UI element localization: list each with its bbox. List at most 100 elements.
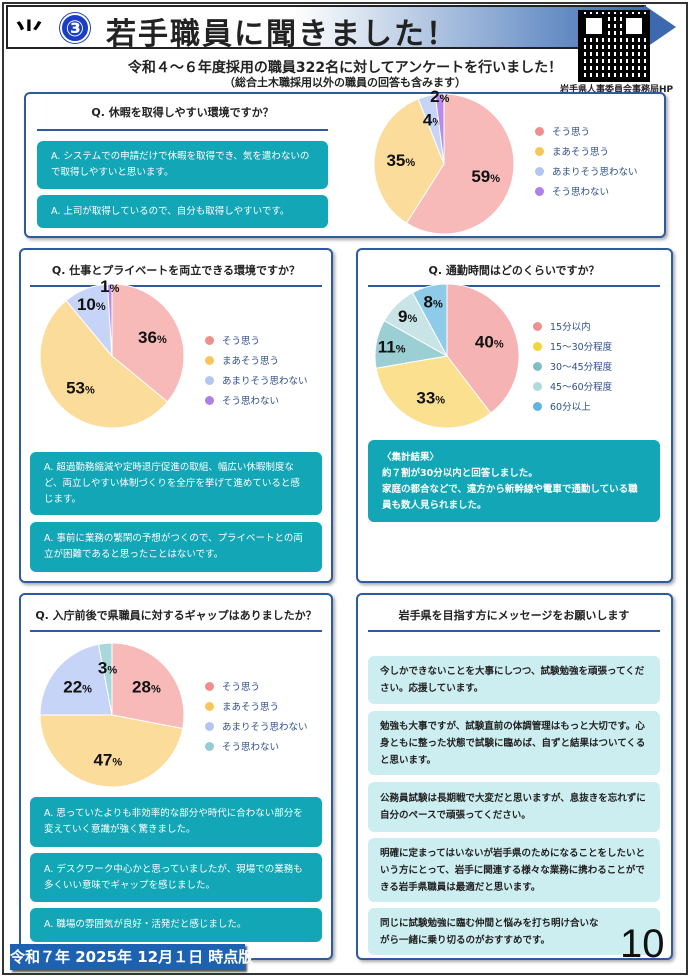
legend-item: あまりそう思わない — [205, 370, 308, 390]
legend-label: そう思う — [552, 127, 591, 138]
legend-label: あまりそう思わない — [222, 722, 308, 733]
pie-slice — [434, 93, 445, 165]
legend-swatch-icon — [533, 321, 542, 331]
question: Q. 入庁前後で県職員に対するギャップはありましたか？ — [35, 609, 317, 622]
legend-label: まあそう思う — [552, 147, 610, 158]
pie-slice — [405, 93, 515, 235]
divider — [37, 129, 328, 131]
answer: A. 思っていたよりも非効率的な部分や時代に合わない部分を変えていく意識が強く驚… — [30, 797, 322, 847]
legend-label: まあそう思う — [222, 702, 280, 713]
legend-label: あまりそう思わない — [222, 376, 308, 387]
answer: A. 事前に業務の繁閑の予想がつくので、プライベートとの両立が困難であると思った… — [30, 522, 322, 572]
divider — [30, 630, 322, 632]
legend-label: まあそう思う — [222, 356, 280, 367]
pie-slice — [39, 299, 169, 429]
legend-item: そう思わない — [205, 390, 308, 410]
version-date-badge: 令和７年 2025年 12月１日 時点版 — [10, 944, 253, 970]
answer: A. 超過勤務縮減や定時退庁促進の取組、幅広い休暇制度など、両立しやすい体制づく… — [30, 452, 322, 515]
legend-item: まあそう思う — [205, 696, 308, 716]
result-line: 約７割が30分以内と回答しました。 — [382, 468, 538, 479]
legend-item: あまりそう思わない — [205, 716, 308, 736]
legend-label: そう思わない — [222, 396, 280, 407]
pie-slice — [97, 642, 113, 716]
page-title: 若手職員に聞きました！ — [106, 17, 458, 52]
pie-slice — [106, 283, 113, 357]
pie-chart-work-life: 36%53%10%1% — [39, 277, 185, 429]
legend-swatch-icon — [533, 381, 542, 391]
result-box: 〈集計結果〉 約７割が30分以内と回答しました。 家庭の都合などで、遠方から新幹… — [368, 440, 660, 522]
legend-item: そう思う — [205, 330, 308, 350]
qr-code-icon[interactable] — [578, 10, 650, 82]
legend-item: 60分以上 — [533, 396, 612, 416]
legend-label: 30～45分程度 — [550, 362, 613, 373]
legend-item: 45～60分程度 — [533, 376, 612, 396]
legend-item: そう思う — [205, 676, 308, 696]
answer: A. デスクワーク中心かと思っていましたが、現場での業務も多くいい意味でギャップ… — [30, 853, 322, 902]
question: Q. 休暇を取得しやすい環境ですか？ — [91, 106, 274, 119]
message: 勉強も大事ですが、試験直前の体調管理はもっと大切です。心身ともに整った状態で試験… — [368, 711, 660, 775]
legend-label: 15分以内 — [550, 322, 591, 333]
legend: そう思うまあそう思うあまりそう思わない そう思わない — [205, 330, 308, 410]
pie-slice — [373, 98, 445, 224]
legend-label: あまりそう思わない — [552, 167, 638, 178]
legend-item: そう思う — [535, 121, 638, 141]
pie-slice — [111, 283, 185, 403]
message: 今しかできないことを大事にしつつ、試験勉強を頑張ってください。応援しています。 — [368, 656, 660, 704]
question: 岩手県を目指す方にメッセージをお願いします — [398, 609, 630, 622]
answer: A. 職場の雰囲気が良好・活発だと感じました。 — [30, 908, 322, 942]
divider — [368, 285, 660, 287]
intro-line-1: 令和４～６年度採用の職員322名に対してアンケートを行いました！ — [127, 60, 563, 76]
legend-label: 45～60分程度 — [550, 382, 613, 393]
legend-item: 30～45分程度 — [533, 356, 612, 376]
pie-chart-gap: 28%47%22%3% — [39, 642, 185, 788]
legend-item: あまりそう思わない — [535, 161, 638, 181]
result-title: 〈集計結果〉 — [382, 452, 440, 463]
legend-swatch-icon — [535, 146, 544, 156]
legend-swatch-icon — [535, 186, 544, 196]
message: 公務員試験は長期戦で大変だと思いますが、息抜きを忘れずに自分のペースで頑張ってく… — [368, 782, 660, 832]
question: Q. 仕事とプライベートを両立できる環境ですか？ — [51, 264, 301, 277]
legend-item: そう思わない — [535, 181, 638, 201]
legend-label: そう思う — [222, 336, 261, 347]
section-messages — [356, 593, 673, 960]
intro-line-2: （総合土木職採用以外の職員の回答も含みます） — [224, 76, 466, 89]
legend-item: そう思わない — [205, 736, 308, 756]
legend-swatch-icon — [205, 741, 214, 751]
legend: そう思うまあそう思うあまりそう思わない そう思わない — [205, 676, 308, 756]
legend-swatch-icon — [205, 681, 214, 691]
pie-slice — [39, 714, 184, 788]
answer: A. 上司が取得しているので、自分も取得しやすいです。 — [37, 195, 328, 228]
legend-swatch-icon — [205, 335, 214, 345]
legend-swatch-icon — [535, 166, 544, 176]
pie-chart-vacation: 59%35%4%2% — [373, 87, 515, 235]
iwate-emblem-icon: ⺌ — [14, 18, 44, 53]
divider — [368, 630, 660, 632]
section-number: ③ — [60, 13, 90, 43]
legend-label: 60分以上 — [550, 402, 591, 413]
message: 明確に定まってはいないが岩手県のためになることをしたいという方にとって、岩手に関… — [368, 838, 660, 902]
legend-label: そう思わない — [222, 742, 280, 753]
pie-slice — [411, 283, 448, 357]
pie-slice — [111, 642, 185, 730]
question: Q. 通勤時間はどのくらいですか？ — [428, 264, 600, 277]
header-banner — [6, 5, 646, 49]
legend-label: そう思わない — [552, 187, 610, 198]
legend-swatch-icon — [535, 126, 544, 136]
pie-chart-commute: 40%33%11%9%8% — [374, 283, 520, 429]
legend-swatch-icon — [205, 701, 214, 711]
legend-swatch-icon — [205, 375, 214, 385]
legend-label: 15～30分程度 — [550, 342, 613, 353]
legend-item: 15分以内 — [533, 316, 612, 336]
result-line: 家庭の都合などで、遠方から新幹線や電車で通勤している職員も数人見られました。 — [382, 484, 638, 511]
divider — [30, 285, 322, 287]
legend-swatch-icon — [533, 401, 542, 411]
legend-swatch-icon — [205, 355, 214, 365]
legend: 15分以内 15～30分程度 30～45分程度 45～60分程度 60分以上 — [533, 316, 612, 416]
message: 同じに試験勉強に臨む仲間と悩みを打ち明け合いながら一緒に乗り切るのがおすすめです… — [368, 908, 660, 955]
pie-slice — [446, 283, 520, 414]
legend-swatch-icon — [533, 361, 542, 371]
pie-slice — [375, 355, 492, 429]
legend-swatch-icon — [205, 395, 214, 405]
legend-item: 15～30分程度 — [533, 336, 612, 356]
